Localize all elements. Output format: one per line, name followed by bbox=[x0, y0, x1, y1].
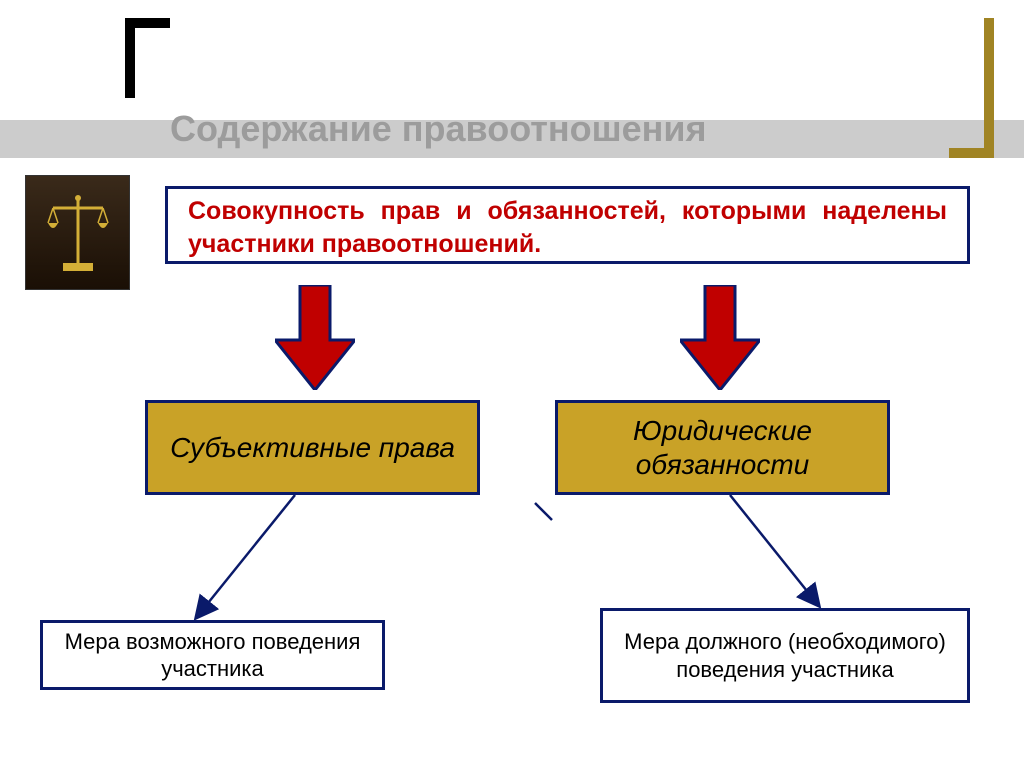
scales-of-justice-image bbox=[25, 175, 130, 290]
slide-container: Содержание правоотношения Совокупность п… bbox=[0, 0, 1024, 768]
arrow-down-right bbox=[680, 285, 760, 390]
connector-left bbox=[140, 495, 340, 635]
definition-text: Совокупность прав и обязанностей, которы… bbox=[188, 197, 947, 258]
category-legal-duties: Юридические обязанности bbox=[555, 400, 890, 495]
category-subjective-rights: Субъективные права bbox=[145, 400, 480, 495]
top-right-bracket bbox=[949, 18, 994, 158]
scales-icon bbox=[38, 188, 118, 278]
outcome-possible-behavior: Мера возможного поведения участника bbox=[40, 620, 385, 690]
outcome-left-text: Мера возможного поведения участника bbox=[53, 628, 372, 683]
outcome-right-text: Мера должного (необходимого) поведения у… bbox=[613, 628, 957, 683]
connector-center-tick bbox=[530, 498, 570, 528]
arrow-down-left bbox=[275, 285, 355, 390]
outcome-due-behavior: Мера должного (необходимого) поведения у… bbox=[600, 608, 970, 703]
category-right-label: Юридические обязанности bbox=[558, 414, 887, 481]
top-left-bracket bbox=[125, 18, 170, 98]
connector-right bbox=[720, 495, 880, 620]
category-left-label: Субъективные права bbox=[170, 431, 455, 465]
slide-title: Содержание правоотношения bbox=[170, 108, 707, 150]
definition-box: Совокупность прав и обязанностей, которы… bbox=[165, 186, 970, 264]
